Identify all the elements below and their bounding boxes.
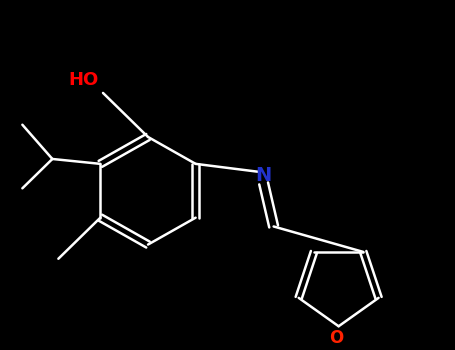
Text: O: O <box>329 329 344 347</box>
Text: N: N <box>256 166 272 185</box>
Text: HO: HO <box>69 71 99 89</box>
